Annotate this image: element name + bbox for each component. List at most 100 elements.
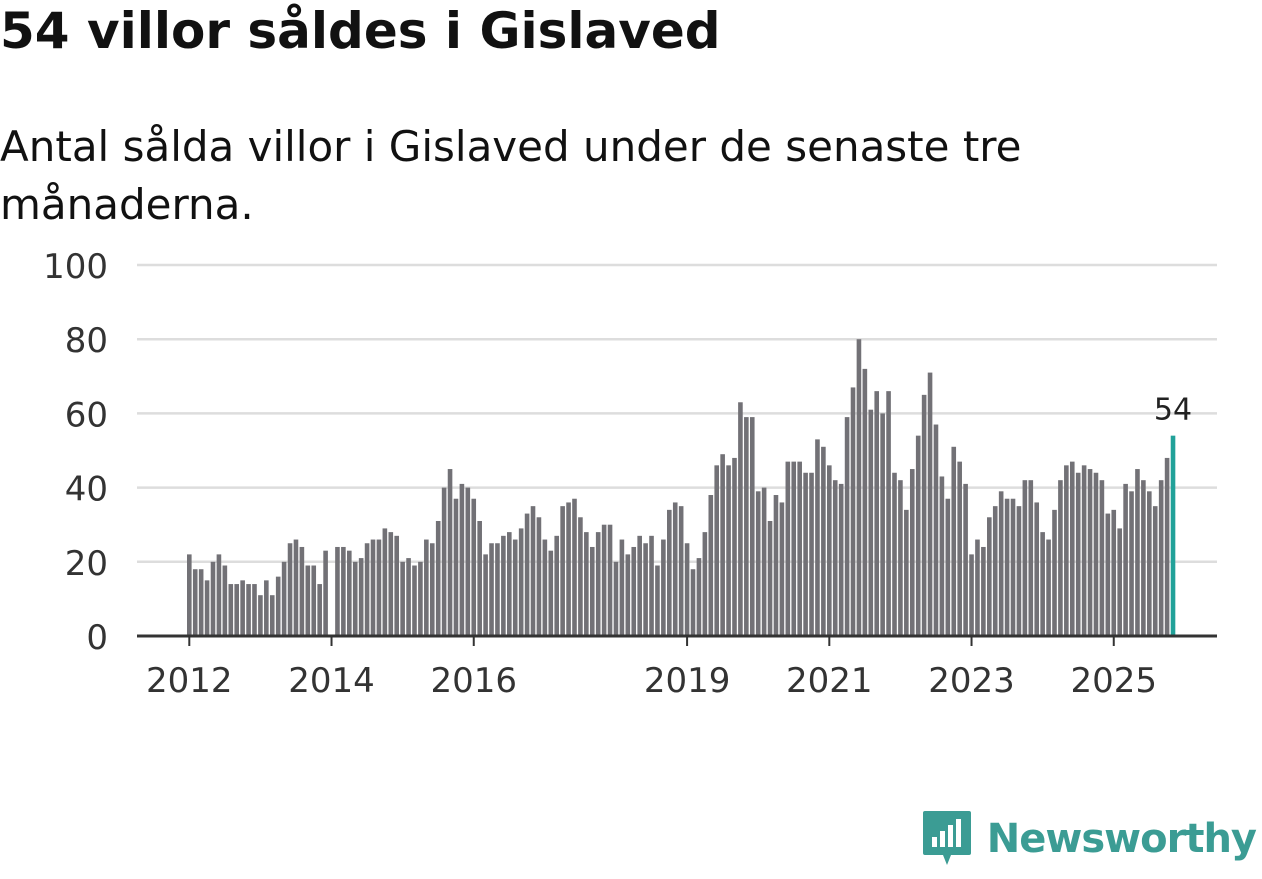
bar <box>1040 532 1045 636</box>
bar <box>755 491 761 636</box>
bar <box>536 517 542 636</box>
bar <box>892 472 897 636</box>
bar <box>655 565 660 636</box>
bar <box>1016 506 1022 636</box>
bar <box>394 535 400 636</box>
bar <box>1058 480 1063 636</box>
y-tick-label: 80 <box>65 321 108 361</box>
bar <box>465 487 471 636</box>
bar <box>915 435 921 636</box>
bar <box>347 550 352 636</box>
bar <box>992 506 998 636</box>
x-tick-label: 2023 <box>928 661 1015 701</box>
bar <box>216 554 222 636</box>
y-axis-labels: 0 20 40 60 80 100 <box>43 247 108 658</box>
bar <box>388 532 394 636</box>
bar <box>785 461 791 636</box>
bar <box>1034 502 1040 636</box>
bar <box>222 565 228 636</box>
bar <box>1141 480 1146 636</box>
bar <box>228 584 234 636</box>
bar <box>1081 465 1087 636</box>
bar <box>726 465 731 636</box>
bar <box>524 513 530 636</box>
bar <box>880 413 885 636</box>
bar <box>779 502 785 636</box>
bar <box>323 550 328 636</box>
bar <box>957 461 962 636</box>
bar <box>595 532 601 636</box>
bar <box>827 465 832 636</box>
page-title: 54 villor såldes i Gislaved <box>0 2 721 60</box>
bar <box>690 569 696 636</box>
bar <box>483 554 488 636</box>
bar <box>809 472 814 636</box>
bar <box>850 387 856 636</box>
bar <box>975 539 980 636</box>
bar <box>749 417 755 636</box>
bar <box>1004 498 1010 636</box>
bar <box>1028 480 1034 636</box>
bar <box>198 569 204 636</box>
bar <box>898 480 903 636</box>
bar <box>868 409 874 636</box>
bar <box>678 506 684 636</box>
bar <box>797 461 802 636</box>
bar <box>803 472 808 636</box>
bar <box>832 480 838 636</box>
bar <box>287 543 293 636</box>
bar <box>542 539 548 636</box>
bar-chart: 0 20 40 60 80 100 2012 2014 2016 2019 2021 2023 202… <box>43 247 1217 701</box>
highlight-value-label: 54 <box>1154 393 1192 428</box>
bar <box>684 543 690 636</box>
bar <box>204 580 210 636</box>
bar <box>240 580 245 636</box>
bar <box>275 576 281 636</box>
bar <box>909 469 915 636</box>
x-tick-label: 2014 <box>288 661 375 701</box>
x-tick-label: 2025 <box>1070 661 1157 701</box>
bar <box>951 446 957 636</box>
bar <box>447 469 453 636</box>
bar <box>418 561 423 636</box>
bar <box>530 506 536 636</box>
bar <box>1158 480 1164 636</box>
bar <box>507 532 512 636</box>
bar <box>489 543 494 636</box>
bar <box>335 546 340 636</box>
bar <box>495 543 500 636</box>
bar <box>187 554 192 636</box>
newsworthy-logo-icon <box>922 811 971 865</box>
bar <box>192 569 198 636</box>
bar <box>696 558 702 636</box>
bar <box>625 554 631 636</box>
bar <box>471 498 477 636</box>
bar <box>1099 480 1105 636</box>
bars <box>187 339 1176 636</box>
bar <box>904 509 909 636</box>
bar <box>601 524 607 636</box>
bar <box>453 498 459 636</box>
bar <box>412 565 417 636</box>
x-tick-label: 2016 <box>430 661 517 701</box>
brand-name: Newsworthy <box>986 816 1257 862</box>
bar <box>969 554 974 636</box>
x-tick-label: 2021 <box>786 661 873 701</box>
bar <box>1046 539 1051 636</box>
bar <box>661 539 666 636</box>
bar <box>317 584 322 636</box>
bar <box>358 558 364 636</box>
bar <box>714 465 720 636</box>
bar <box>672 502 678 636</box>
bar <box>1010 498 1016 636</box>
bar <box>998 491 1004 636</box>
bar <box>406 558 411 636</box>
brand: Newsworthy <box>921 809 1257 869</box>
bar <box>1123 483 1128 636</box>
x-tick-label: 2019 <box>644 661 731 701</box>
bar <box>293 539 299 636</box>
bar <box>234 584 240 636</box>
bar <box>1129 491 1134 636</box>
bar <box>589 546 595 636</box>
bar <box>258 595 263 636</box>
